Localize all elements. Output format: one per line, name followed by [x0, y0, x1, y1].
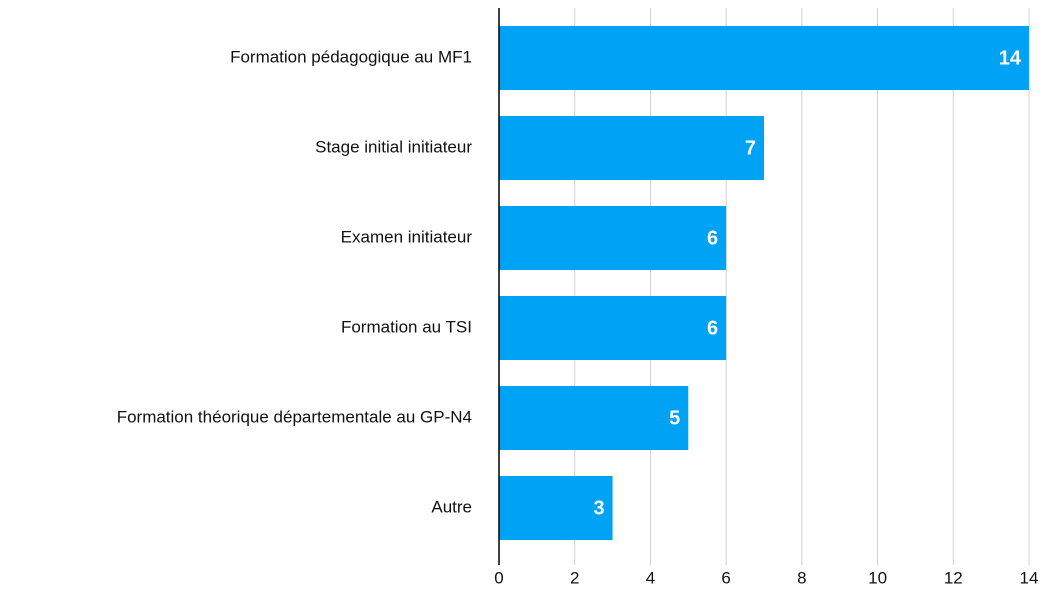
data-label: 3 — [593, 497, 604, 519]
bar — [499, 296, 727, 360]
y-tick-label: Formation théorique départementale au GP… — [117, 407, 472, 426]
data-label: 7 — [745, 137, 756, 159]
data-label: 5 — [669, 407, 680, 429]
bar — [499, 476, 613, 540]
bar — [499, 116, 764, 180]
bar — [499, 386, 689, 450]
data-label: 14 — [999, 47, 1022, 69]
y-tick-label: Examen initiateur — [341, 227, 473, 246]
bar — [499, 26, 1029, 90]
x-tick-label: 2 — [570, 568, 579, 587]
x-tick-label: 8 — [797, 568, 806, 587]
data-label: 6 — [707, 317, 718, 339]
x-tick-label: 10 — [868, 568, 887, 587]
x-tick-label: 14 — [1020, 568, 1039, 587]
bar — [499, 206, 727, 270]
y-tick-label: Formation au TSI — [341, 317, 472, 336]
y-tick-label: Autre — [431, 497, 472, 516]
x-tick-label: 6 — [721, 568, 730, 587]
x-tick-label: 0 — [494, 568, 503, 587]
x-tick-label: 4 — [646, 568, 655, 587]
y-tick-label: Stage initial initiateur — [315, 137, 472, 156]
x-tick-label: 12 — [944, 568, 963, 587]
y-tick-label: Formation pédagogique au MF1 — [230, 47, 472, 66]
data-label: 6 — [707, 227, 718, 249]
